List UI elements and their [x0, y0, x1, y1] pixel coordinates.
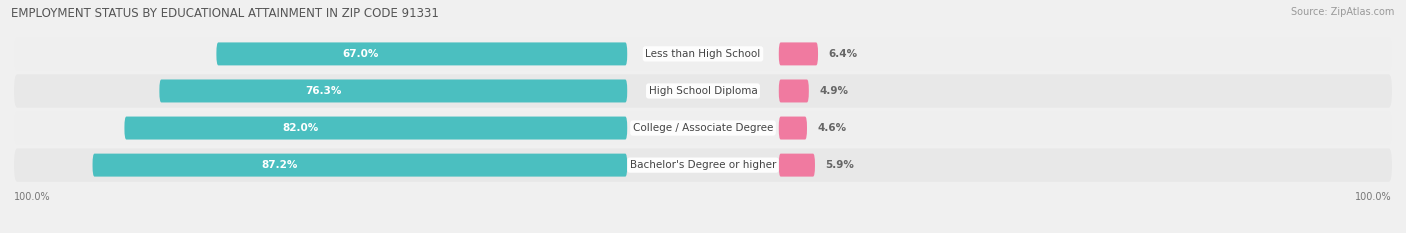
Text: 4.6%: 4.6%: [817, 123, 846, 133]
Text: 76.3%: 76.3%: [305, 86, 342, 96]
FancyBboxPatch shape: [124, 116, 627, 140]
Text: Bachelor's Degree or higher: Bachelor's Degree or higher: [630, 160, 776, 170]
FancyBboxPatch shape: [14, 111, 1392, 145]
FancyBboxPatch shape: [779, 116, 807, 140]
Text: 5.9%: 5.9%: [825, 160, 855, 170]
FancyBboxPatch shape: [14, 148, 1392, 182]
Text: 82.0%: 82.0%: [283, 123, 319, 133]
FancyBboxPatch shape: [14, 37, 1392, 71]
Legend: In Labor Force, Unemployed: In Labor Force, Unemployed: [605, 230, 801, 233]
FancyBboxPatch shape: [779, 79, 808, 103]
Text: 67.0%: 67.0%: [342, 49, 378, 59]
Text: Source: ZipAtlas.com: Source: ZipAtlas.com: [1291, 7, 1395, 17]
FancyBboxPatch shape: [93, 154, 627, 177]
Text: EMPLOYMENT STATUS BY EDUCATIONAL ATTAINMENT IN ZIP CODE 91331: EMPLOYMENT STATUS BY EDUCATIONAL ATTAINM…: [11, 7, 439, 20]
FancyBboxPatch shape: [779, 154, 815, 177]
FancyBboxPatch shape: [779, 42, 818, 65]
FancyBboxPatch shape: [159, 79, 627, 103]
Text: College / Associate Degree: College / Associate Degree: [633, 123, 773, 133]
Text: 87.2%: 87.2%: [262, 160, 298, 170]
Text: Less than High School: Less than High School: [645, 49, 761, 59]
Text: 6.4%: 6.4%: [828, 49, 858, 59]
Text: 100.0%: 100.0%: [14, 192, 51, 202]
FancyBboxPatch shape: [14, 74, 1392, 108]
Text: High School Diploma: High School Diploma: [648, 86, 758, 96]
FancyBboxPatch shape: [217, 42, 627, 65]
Text: 4.9%: 4.9%: [820, 86, 848, 96]
Text: 100.0%: 100.0%: [1355, 192, 1392, 202]
